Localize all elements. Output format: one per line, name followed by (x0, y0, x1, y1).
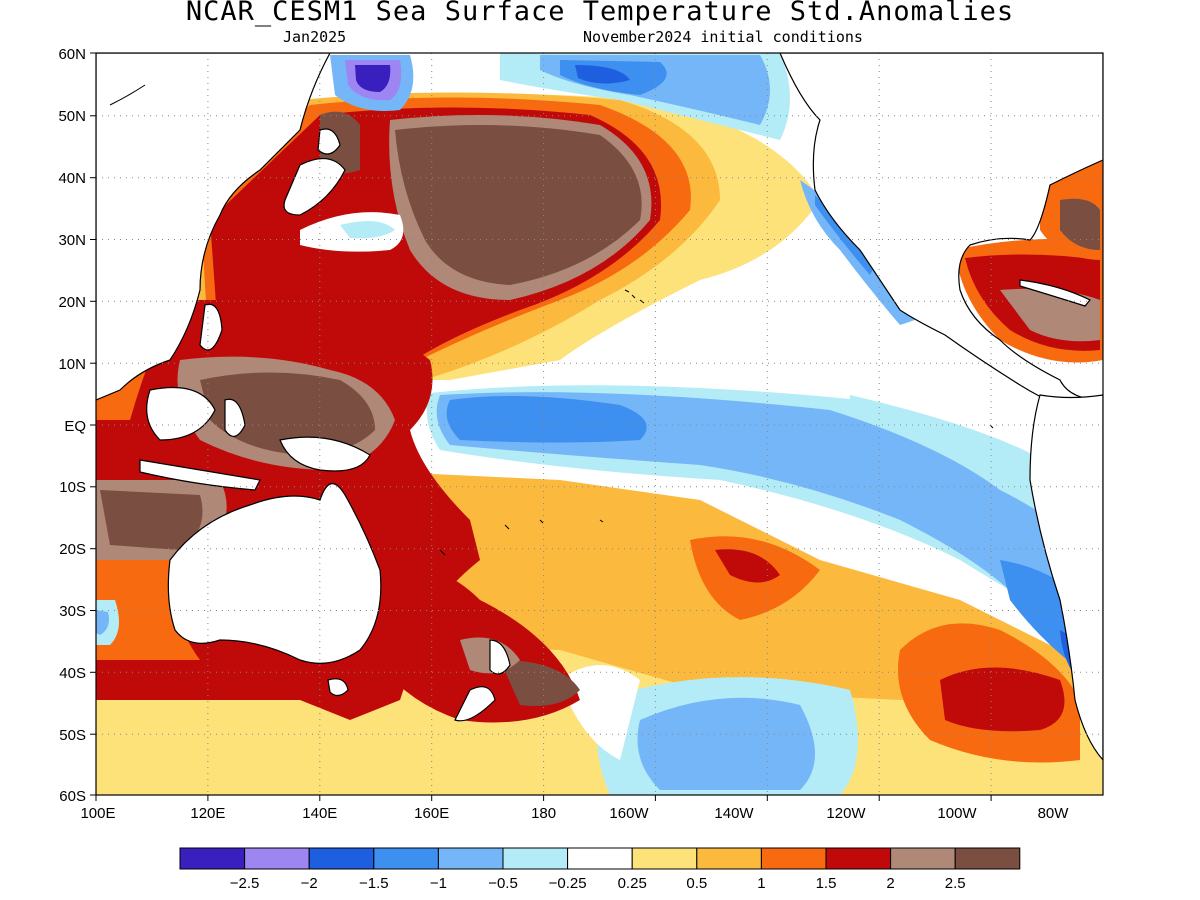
chart-title: NCAR_CESM1 Sea Surface Temperature Std.A… (185, 0, 1015, 27)
anomaly-region (100, 490, 203, 550)
lat-label: 60N (58, 46, 86, 63)
colorbar-label: 2 (886, 875, 894, 892)
anomaly-region (200, 372, 375, 455)
anomaly-region (940, 667, 1065, 732)
lat-label: 10N (58, 356, 86, 373)
anomaly-region (715, 549, 780, 583)
colorbar-swatch (631, 847, 698, 870)
colorbar-swatch (760, 847, 827, 870)
lat-label: 40S (59, 665, 86, 682)
colorbar-label: −2.5 (230, 875, 260, 892)
lon-label: 160W (609, 805, 649, 822)
anomaly-region (500, 660, 580, 706)
map-frame (95, 52, 1104, 796)
lat-label: 10S (59, 479, 86, 496)
anomaly-region (96, 610, 109, 635)
anomaly-region (340, 221, 395, 239)
lat-label: 50N (58, 108, 86, 125)
colorbar-label: −0.25 (549, 875, 587, 892)
colorbar-swatch (502, 847, 569, 870)
anomaly-region (355, 65, 391, 92)
anomaly-region (1060, 198, 1100, 250)
lon-label: 100E (80, 805, 115, 822)
anomaly-region (429, 379, 851, 399)
colorbar-swatch (308, 847, 375, 870)
map-area (96, 53, 1103, 795)
anomaly-region (395, 125, 642, 285)
anomaly-region (96, 560, 200, 660)
lon-label: 160E (414, 805, 449, 822)
colorbar-label: 0.5 (686, 875, 707, 892)
anomaly-region (320, 111, 360, 174)
colorbar-swatch (825, 847, 892, 870)
colorbar-swatch (954, 847, 1021, 870)
colorbar-swatch (696, 847, 762, 870)
colorbar-label: 1 (757, 875, 765, 892)
initial-conditions: November2024 initial conditions (583, 28, 863, 46)
lat-labels: 60N 50N 40N 30N 20N 10N EQ 10S 20S 30S 4… (58, 46, 86, 805)
lon-labels: 100E 120E 140E 160E 180 160W 140W 120W 1… (80, 805, 1069, 822)
land (96, 53, 1103, 761)
lon-label: 180 (531, 805, 556, 822)
colorbar-label: 2.5 (945, 875, 966, 892)
axis-ticks (90, 52, 992, 801)
colorbar-swatch (373, 847, 439, 870)
lon-label: 80W (1038, 805, 1070, 822)
colorbar-swatch (244, 847, 310, 870)
lat-label: 30S (59, 603, 86, 620)
forecast-month: Jan2025 (283, 28, 347, 46)
lat-label: 30N (58, 232, 86, 249)
colorbar-label: 0.25 (618, 875, 647, 892)
lat-label: 60S (59, 788, 86, 805)
anomaly-region (446, 396, 647, 443)
colorbar-label: −0.5 (488, 875, 518, 892)
colorbar-swatch (567, 847, 633, 870)
lon-label: 100W (937, 805, 977, 822)
lon-label: 140E (302, 805, 337, 822)
lat-label: 20N (58, 294, 86, 311)
lon-label: 140W (714, 805, 754, 822)
colorbar-swatch (179, 847, 246, 870)
colorbar-swatch (890, 847, 956, 870)
colorbar-label: −2 (301, 875, 318, 892)
anomaly-region (436, 392, 1103, 660)
colorbar: −2.5 −2 −1.5 −1 −0.5 −0.25 0.25 0.5 1 1.5 2 2.5 (179, 847, 1021, 892)
lat-label: 20S (59, 541, 86, 558)
lon-label: 120E (190, 805, 225, 822)
colorbar-swatch (437, 847, 504, 870)
anomaly-region (575, 65, 630, 84)
colorbar-label: −1 (430, 875, 447, 892)
lon-label: 120W (826, 805, 866, 822)
colorbar-label: 1.5 (816, 875, 837, 892)
lat-label: 40N (58, 170, 86, 187)
lat-label: 50S (59, 727, 86, 744)
gridlines (96, 53, 1103, 795)
lat-label: EQ (64, 418, 86, 435)
colorbar-label: −1.5 (359, 875, 389, 892)
anomaly-region (560, 665, 640, 760)
anomaly-region (637, 697, 815, 790)
